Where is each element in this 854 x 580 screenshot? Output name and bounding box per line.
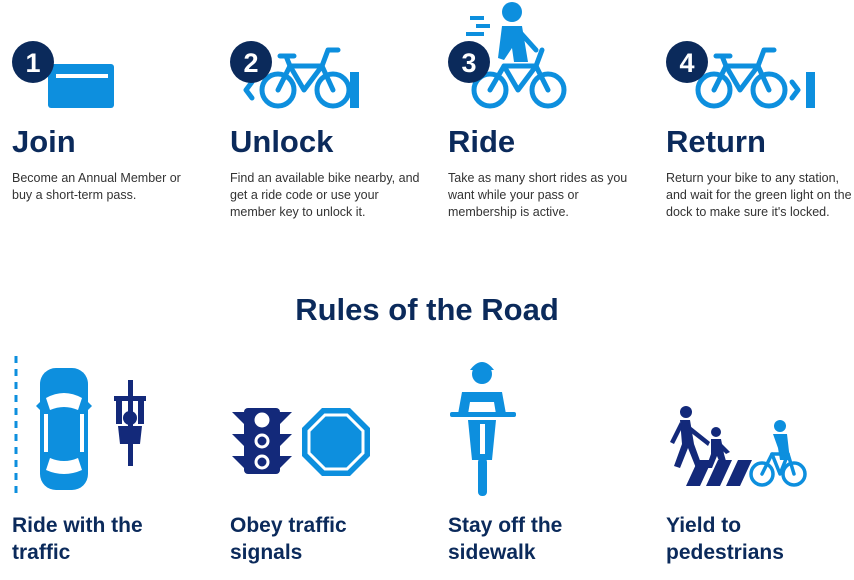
- rules-heading: Rules of the Road: [295, 292, 559, 327]
- cyclist-front-icon: [450, 362, 516, 496]
- bike-unlock-icon: 2: [230, 41, 359, 109]
- rule-ride-with-traffic: Ride with the traffic: [12, 350, 212, 580]
- step-description: Take as many short rides as you want whi…: [448, 171, 628, 219]
- step-number: 4: [679, 48, 694, 78]
- step-title: Unlock: [230, 124, 334, 159]
- rule-yield-pedestrians: Yield to pedestrians: [666, 350, 854, 580]
- bike-return-icon: 4: [666, 41, 815, 109]
- step-description: Return your bike to any station, and wai…: [666, 171, 852, 219]
- step-title: Ride: [448, 124, 516, 159]
- rule-label: Yield to pedestrians: [666, 514, 784, 564]
- car-and-cyclist-icon: [14, 356, 146, 498]
- cyclist-icon: 3: [448, 2, 567, 109]
- rule-obey-signals: Obey traffic signals: [230, 350, 430, 580]
- step-description: Find an available bike nearby, and get a…: [230, 171, 420, 219]
- rule-stay-off-sidewalk: Stay off the sidewalk: [448, 350, 648, 580]
- step-description: Become an Annual Member or buy a short-t…: [12, 171, 181, 202]
- pedestrians-crosswalk-icon: [670, 406, 807, 487]
- rule-label: Ride with the traffic: [12, 514, 143, 564]
- traffic-light-and-stop-sign-icon: [232, 408, 370, 476]
- card-icon: 1: [12, 41, 114, 108]
- step-title: Return: [666, 124, 766, 159]
- step-number: 2: [243, 48, 258, 78]
- step-title: Join: [12, 124, 76, 159]
- rule-label: Stay off the sidewalk: [448, 514, 563, 564]
- step-number: 3: [461, 48, 476, 78]
- step-number: 1: [25, 48, 40, 78]
- rule-label: Obey traffic signals: [230, 514, 347, 564]
